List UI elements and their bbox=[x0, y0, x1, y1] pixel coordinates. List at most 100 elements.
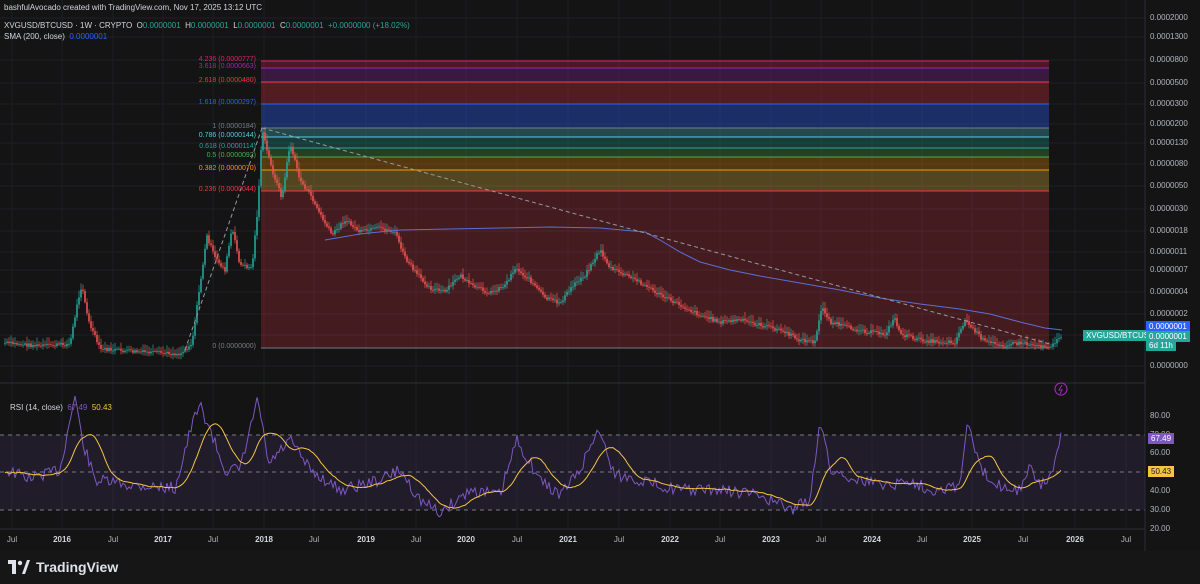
candle-body bbox=[696, 310, 698, 316]
candle-body bbox=[90, 321, 92, 328]
candle-body bbox=[840, 324, 842, 326]
candle-body bbox=[624, 274, 626, 276]
candle-body bbox=[1018, 341, 1020, 345]
time-axis-label: Jul bbox=[107, 535, 119, 544]
candle-body bbox=[612, 267, 614, 271]
candle-body bbox=[176, 353, 178, 356]
candle-body bbox=[216, 256, 218, 260]
candle-body bbox=[320, 211, 322, 215]
candle-body bbox=[668, 297, 670, 299]
candle-body bbox=[336, 228, 338, 230]
candle-body bbox=[244, 264, 246, 266]
candle-body bbox=[202, 264, 204, 279]
candle-body bbox=[338, 228, 340, 230]
candle-body bbox=[522, 273, 524, 276]
candle-body bbox=[726, 320, 728, 322]
candle-body bbox=[166, 351, 168, 354]
candle-body bbox=[286, 162, 288, 178]
symbol-legend[interactable]: XVGUSD/BTCUSD · 1W · CRYPTO O0.0000001 H… bbox=[4, 21, 410, 30]
candle-body bbox=[154, 350, 156, 352]
candle-body bbox=[1008, 345, 1010, 347]
candle-body bbox=[910, 335, 912, 337]
candle-body bbox=[958, 332, 960, 338]
candle-body bbox=[874, 331, 876, 332]
candle-body bbox=[592, 262, 594, 265]
candle-body bbox=[892, 319, 894, 326]
candle-body bbox=[846, 324, 848, 326]
fibonacci-retracement[interactable] bbox=[261, 60, 1049, 349]
candle-body bbox=[782, 330, 784, 332]
candle-body bbox=[828, 317, 830, 319]
candle-body bbox=[894, 318, 896, 320]
candle-body bbox=[988, 341, 990, 343]
candle-body bbox=[374, 227, 376, 229]
candle-body bbox=[848, 325, 850, 327]
candle-body bbox=[536, 285, 538, 288]
candle-body bbox=[30, 343, 32, 348]
candle-body bbox=[38, 344, 40, 346]
candle-body bbox=[74, 317, 76, 327]
time-axis-label: Jul bbox=[207, 535, 219, 544]
candle-body bbox=[888, 325, 890, 333]
time-axis-label: Jul bbox=[714, 535, 726, 544]
candle-body bbox=[86, 302, 88, 314]
fib-level-label: 0.382 (0.0000070) bbox=[198, 165, 256, 172]
symbol-price-tag: XVGUSD/BTCUSD bbox=[1083, 330, 1158, 341]
tradingview-logo[interactable]: TradingView bbox=[8, 559, 118, 575]
candle-body bbox=[386, 229, 388, 231]
candle-body bbox=[754, 323, 756, 326]
candle-body bbox=[972, 327, 974, 329]
candle-body bbox=[826, 313, 828, 318]
candle-body bbox=[564, 295, 566, 301]
candle-body bbox=[736, 319, 738, 322]
candle-body bbox=[1044, 345, 1046, 347]
candle-body bbox=[412, 264, 414, 271]
candle-body bbox=[664, 297, 666, 299]
candle-body bbox=[940, 342, 942, 344]
candle-body bbox=[718, 321, 720, 323]
candle-body bbox=[408, 261, 410, 264]
rsi-legend[interactable]: RSI (14, close) 67.49 50.43 bbox=[10, 403, 112, 412]
candle-body bbox=[442, 289, 444, 291]
candle-body bbox=[296, 159, 298, 169]
candle-body bbox=[934, 340, 936, 343]
chart-canvas[interactable] bbox=[0, 0, 1200, 551]
candle-body bbox=[1046, 346, 1048, 348]
candle-body bbox=[332, 233, 334, 235]
candle-body bbox=[1048, 346, 1050, 348]
candle-body bbox=[452, 281, 454, 286]
candle-body bbox=[300, 177, 302, 182]
candle-body bbox=[178, 353, 180, 356]
candle-body bbox=[750, 321, 752, 323]
candle-body bbox=[270, 157, 272, 166]
candle-body bbox=[130, 349, 132, 351]
candle-body bbox=[1010, 344, 1012, 346]
candle-body bbox=[416, 270, 418, 274]
fib-level-label: 1.618 (0.0000297) bbox=[198, 99, 256, 106]
candle-body bbox=[478, 286, 480, 288]
lightning-icon bbox=[1058, 384, 1063, 395]
sma-legend[interactable]: SMA (200, close) 0.0000001 bbox=[4, 32, 107, 41]
candle-body bbox=[688, 309, 690, 311]
candle-body bbox=[542, 291, 544, 295]
candle-body bbox=[752, 321, 754, 324]
candle-body bbox=[184, 349, 186, 352]
candle-body bbox=[768, 325, 770, 327]
candle-body bbox=[700, 315, 702, 317]
candle-body bbox=[42, 344, 44, 347]
candle-body bbox=[494, 290, 496, 292]
candle-body bbox=[252, 258, 254, 268]
open-value: 0.0000001 bbox=[142, 21, 181, 30]
candle-body bbox=[298, 168, 300, 178]
candle-body bbox=[672, 300, 674, 303]
candle-body bbox=[272, 165, 274, 175]
trend-line[interactable] bbox=[261, 127, 1051, 345]
alert-icon[interactable] bbox=[1054, 382, 1068, 396]
candle-body bbox=[920, 337, 922, 340]
time-axis-label: 2021 bbox=[559, 535, 577, 544]
price-axis-label: 0.0000130 bbox=[1150, 138, 1188, 147]
candle-body bbox=[756, 325, 758, 326]
candle-body bbox=[898, 325, 900, 331]
candle-body bbox=[870, 330, 872, 334]
candle-body bbox=[708, 317, 710, 320]
